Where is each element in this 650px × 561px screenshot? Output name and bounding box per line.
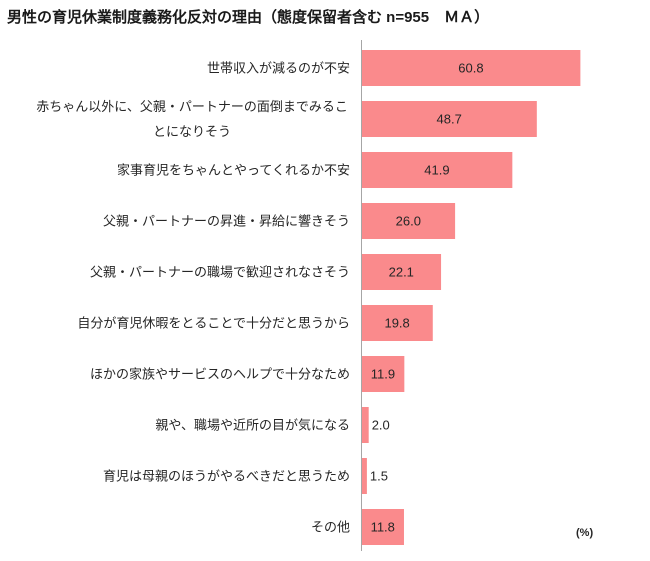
bar-10	[361, 509, 404, 545]
value-label-9: 1.5	[370, 469, 388, 484]
bar-3	[361, 152, 513, 188]
bar-1	[361, 50, 581, 86]
bar-4	[361, 203, 456, 239]
category-label-1: 世帯収入が減るのが不安	[206, 60, 350, 76]
value-label-1: 60.8	[458, 61, 483, 76]
category-label-6: 自分が育児休暇をとることで十分だと思うから	[77, 315, 350, 331]
category-label-7: ほかの家族やサービスのヘルプで十分なため	[89, 366, 350, 382]
value-label-7: 11.9	[371, 367, 395, 382]
bar-9	[361, 458, 367, 494]
bar-8	[361, 407, 369, 443]
bar-7	[361, 356, 405, 392]
value-label-6: 19.8	[384, 316, 409, 331]
unit-label: (%)	[576, 527, 594, 539]
category-label-3: 家事育児をちゃんとやってくれるか不安	[117, 162, 350, 178]
value-label-8: 2.0	[372, 418, 390, 433]
category-label-4: 父親・パートナーの昇進・昇給に響きそう	[102, 213, 350, 229]
value-label-10: 11.8	[371, 520, 395, 535]
value-label-4: 26.0	[396, 214, 421, 229]
bar-2	[361, 101, 537, 137]
category-label-2: 赤ちゃん以外に、父親・パートナーの面倒までみることになりそう	[36, 99, 348, 139]
category-label-8: 親や、職場や近所の目が気になる	[155, 417, 350, 433]
category-label-10: その他	[310, 519, 350, 535]
category-label-9: 育児は母親のほうがやるべきだと思うため	[102, 468, 350, 484]
value-label-2: 48.7	[437, 112, 462, 127]
value-label-3: 41.9	[424, 163, 449, 178]
bar-6	[361, 305, 433, 341]
chart-title: 男性の育児休業制度義務化反対の理由（態度保留者含む n=955 ＭＡ）	[7, 9, 490, 26]
bar-5	[361, 254, 442, 290]
category-label-5: 父親・パートナーの職場で歓迎されなさそう	[89, 264, 350, 280]
value-label-5: 22.1	[389, 265, 414, 280]
